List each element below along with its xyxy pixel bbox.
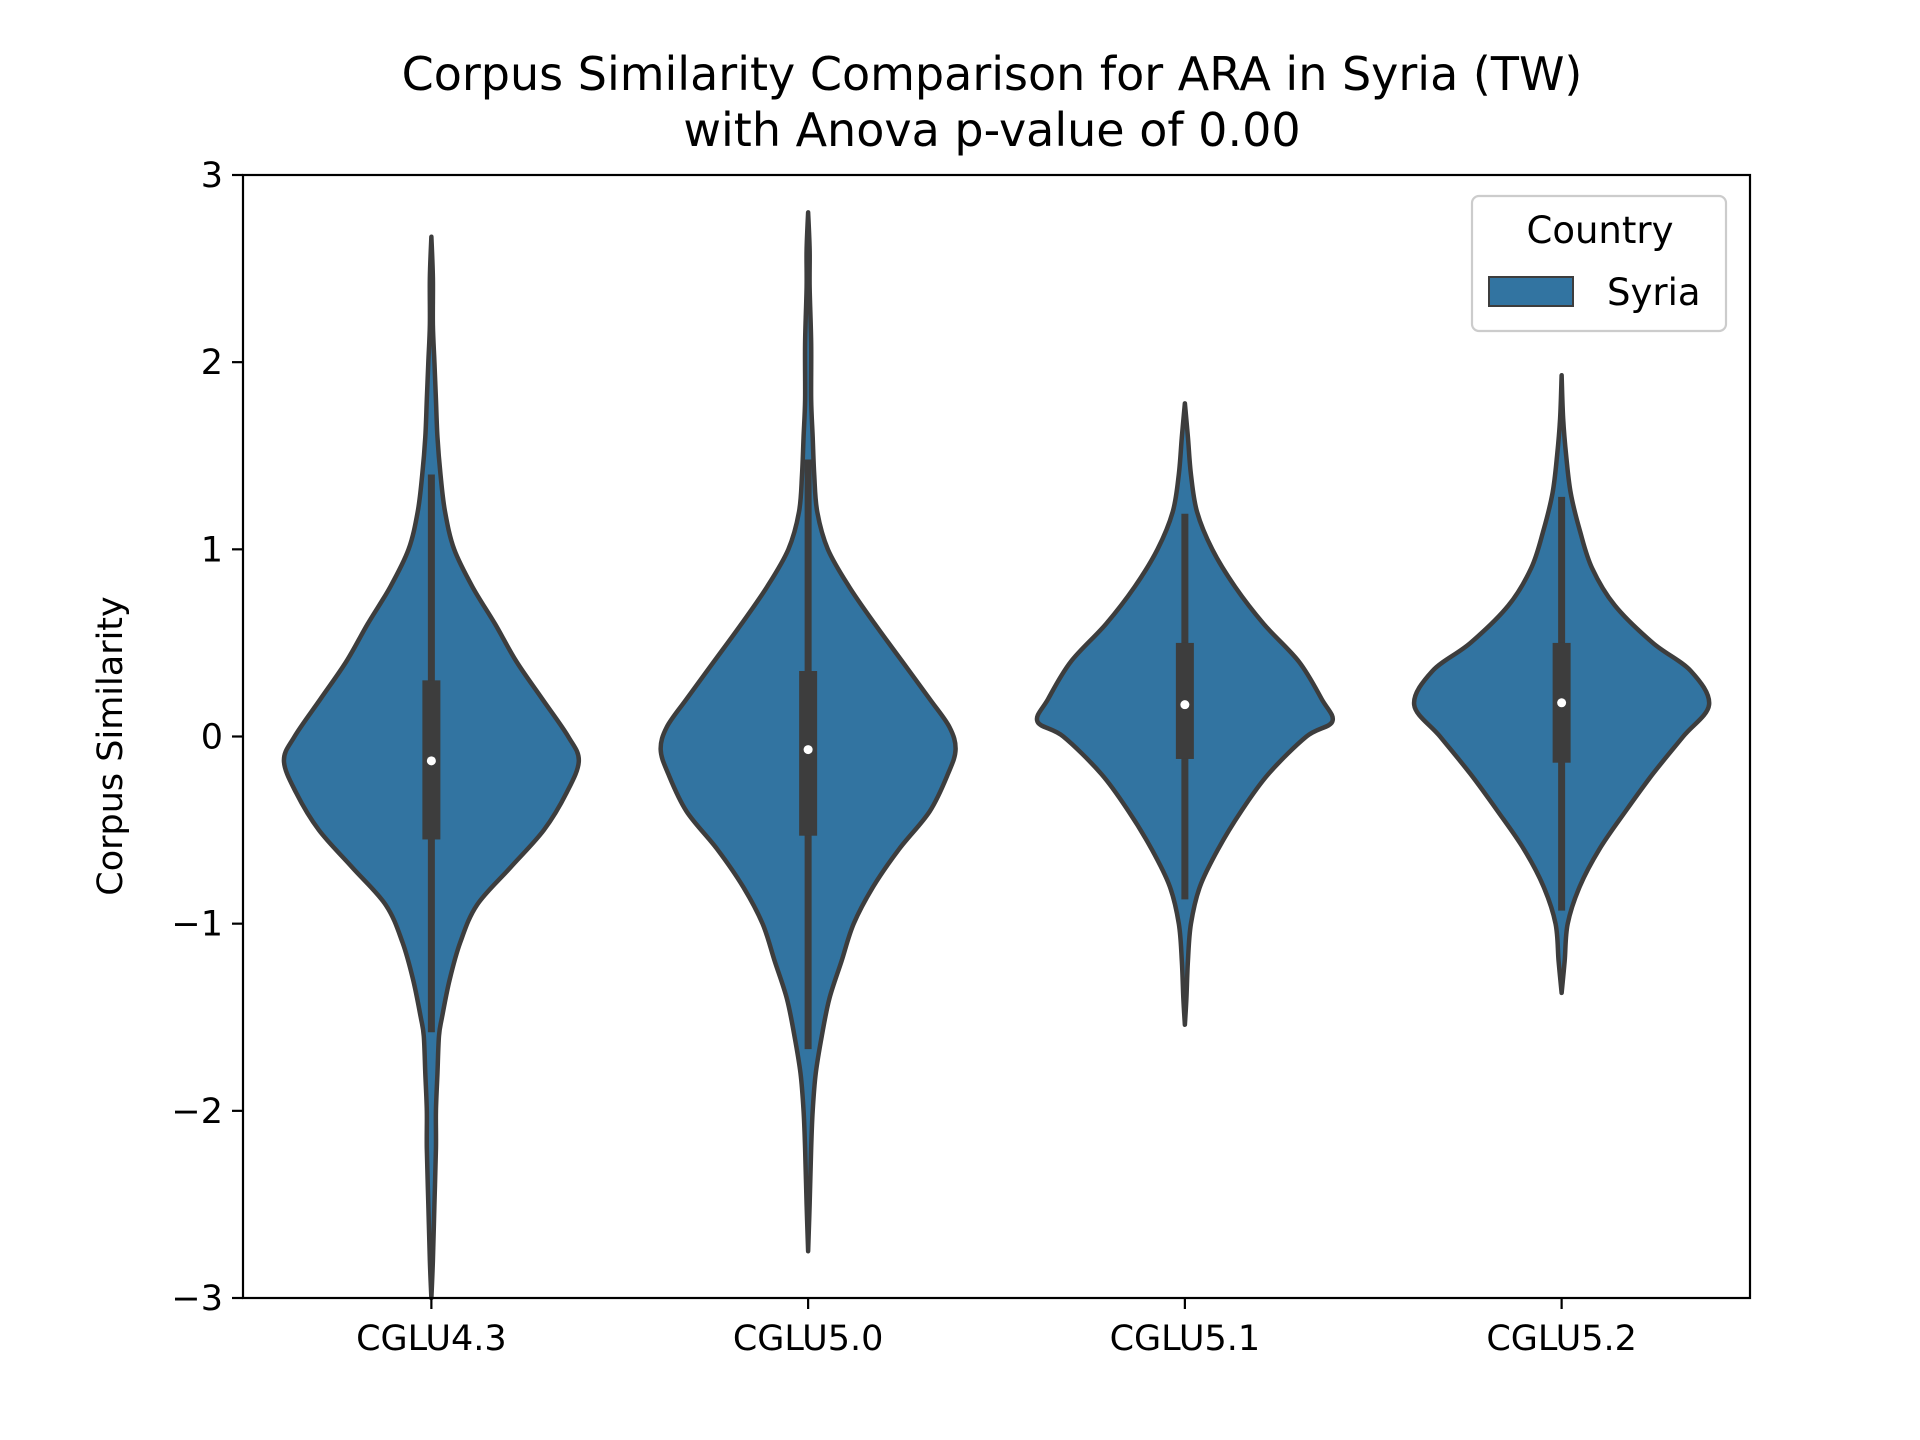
x-tick-label: CGLU5.2 [1486,1319,1637,1359]
plot-frame [241,173,1752,1300]
x-tick-label: CGLU4.3 [356,1319,507,1359]
violin-CGLU5.2 [1411,373,1712,996]
y-tick-label: −1 [171,905,223,945]
legend-title: Country [1527,209,1674,252]
x-tick-label: CGLU5.0 [733,1319,884,1359]
legend: Country Syria [1470,194,1728,333]
violin-CGLU5.1 [1034,401,1336,1027]
y-tick-label: 0 [201,718,223,758]
violin-median-dot [1180,700,1190,710]
chart-title-line-1: Corpus Similarity Comparison for ARA in … [402,47,1583,101]
legend-entry-syria: Syria [1607,271,1701,314]
y-axis-label: Corpus Similarity [91,596,131,895]
violin-median-dot [803,745,813,755]
violin-median-dot [1557,698,1567,708]
violin-CGLU5.0 [658,210,958,1254]
x-axis: CGLU4.3 CGLU5.0 CGLU5.1 CGLU5.2 [356,1298,1637,1359]
x-tick-label: CGLU5.1 [1110,1319,1261,1359]
y-tick-label: −2 [171,1092,223,1132]
y-tick-label: 3 [201,156,223,196]
y-tick-label: 1 [201,530,223,570]
violins-layer [281,210,1712,1301]
y-axis: −3 −2 −1 0 1 2 3 [171,156,243,1319]
violin-median-dot [426,756,436,766]
y-tick-label: 2 [201,343,223,383]
legend-swatch-syria [1488,276,1574,307]
chart-title-line-2: with Anova p-value of 0.00 [683,103,1300,157]
y-tick-label: −3 [171,1279,223,1319]
